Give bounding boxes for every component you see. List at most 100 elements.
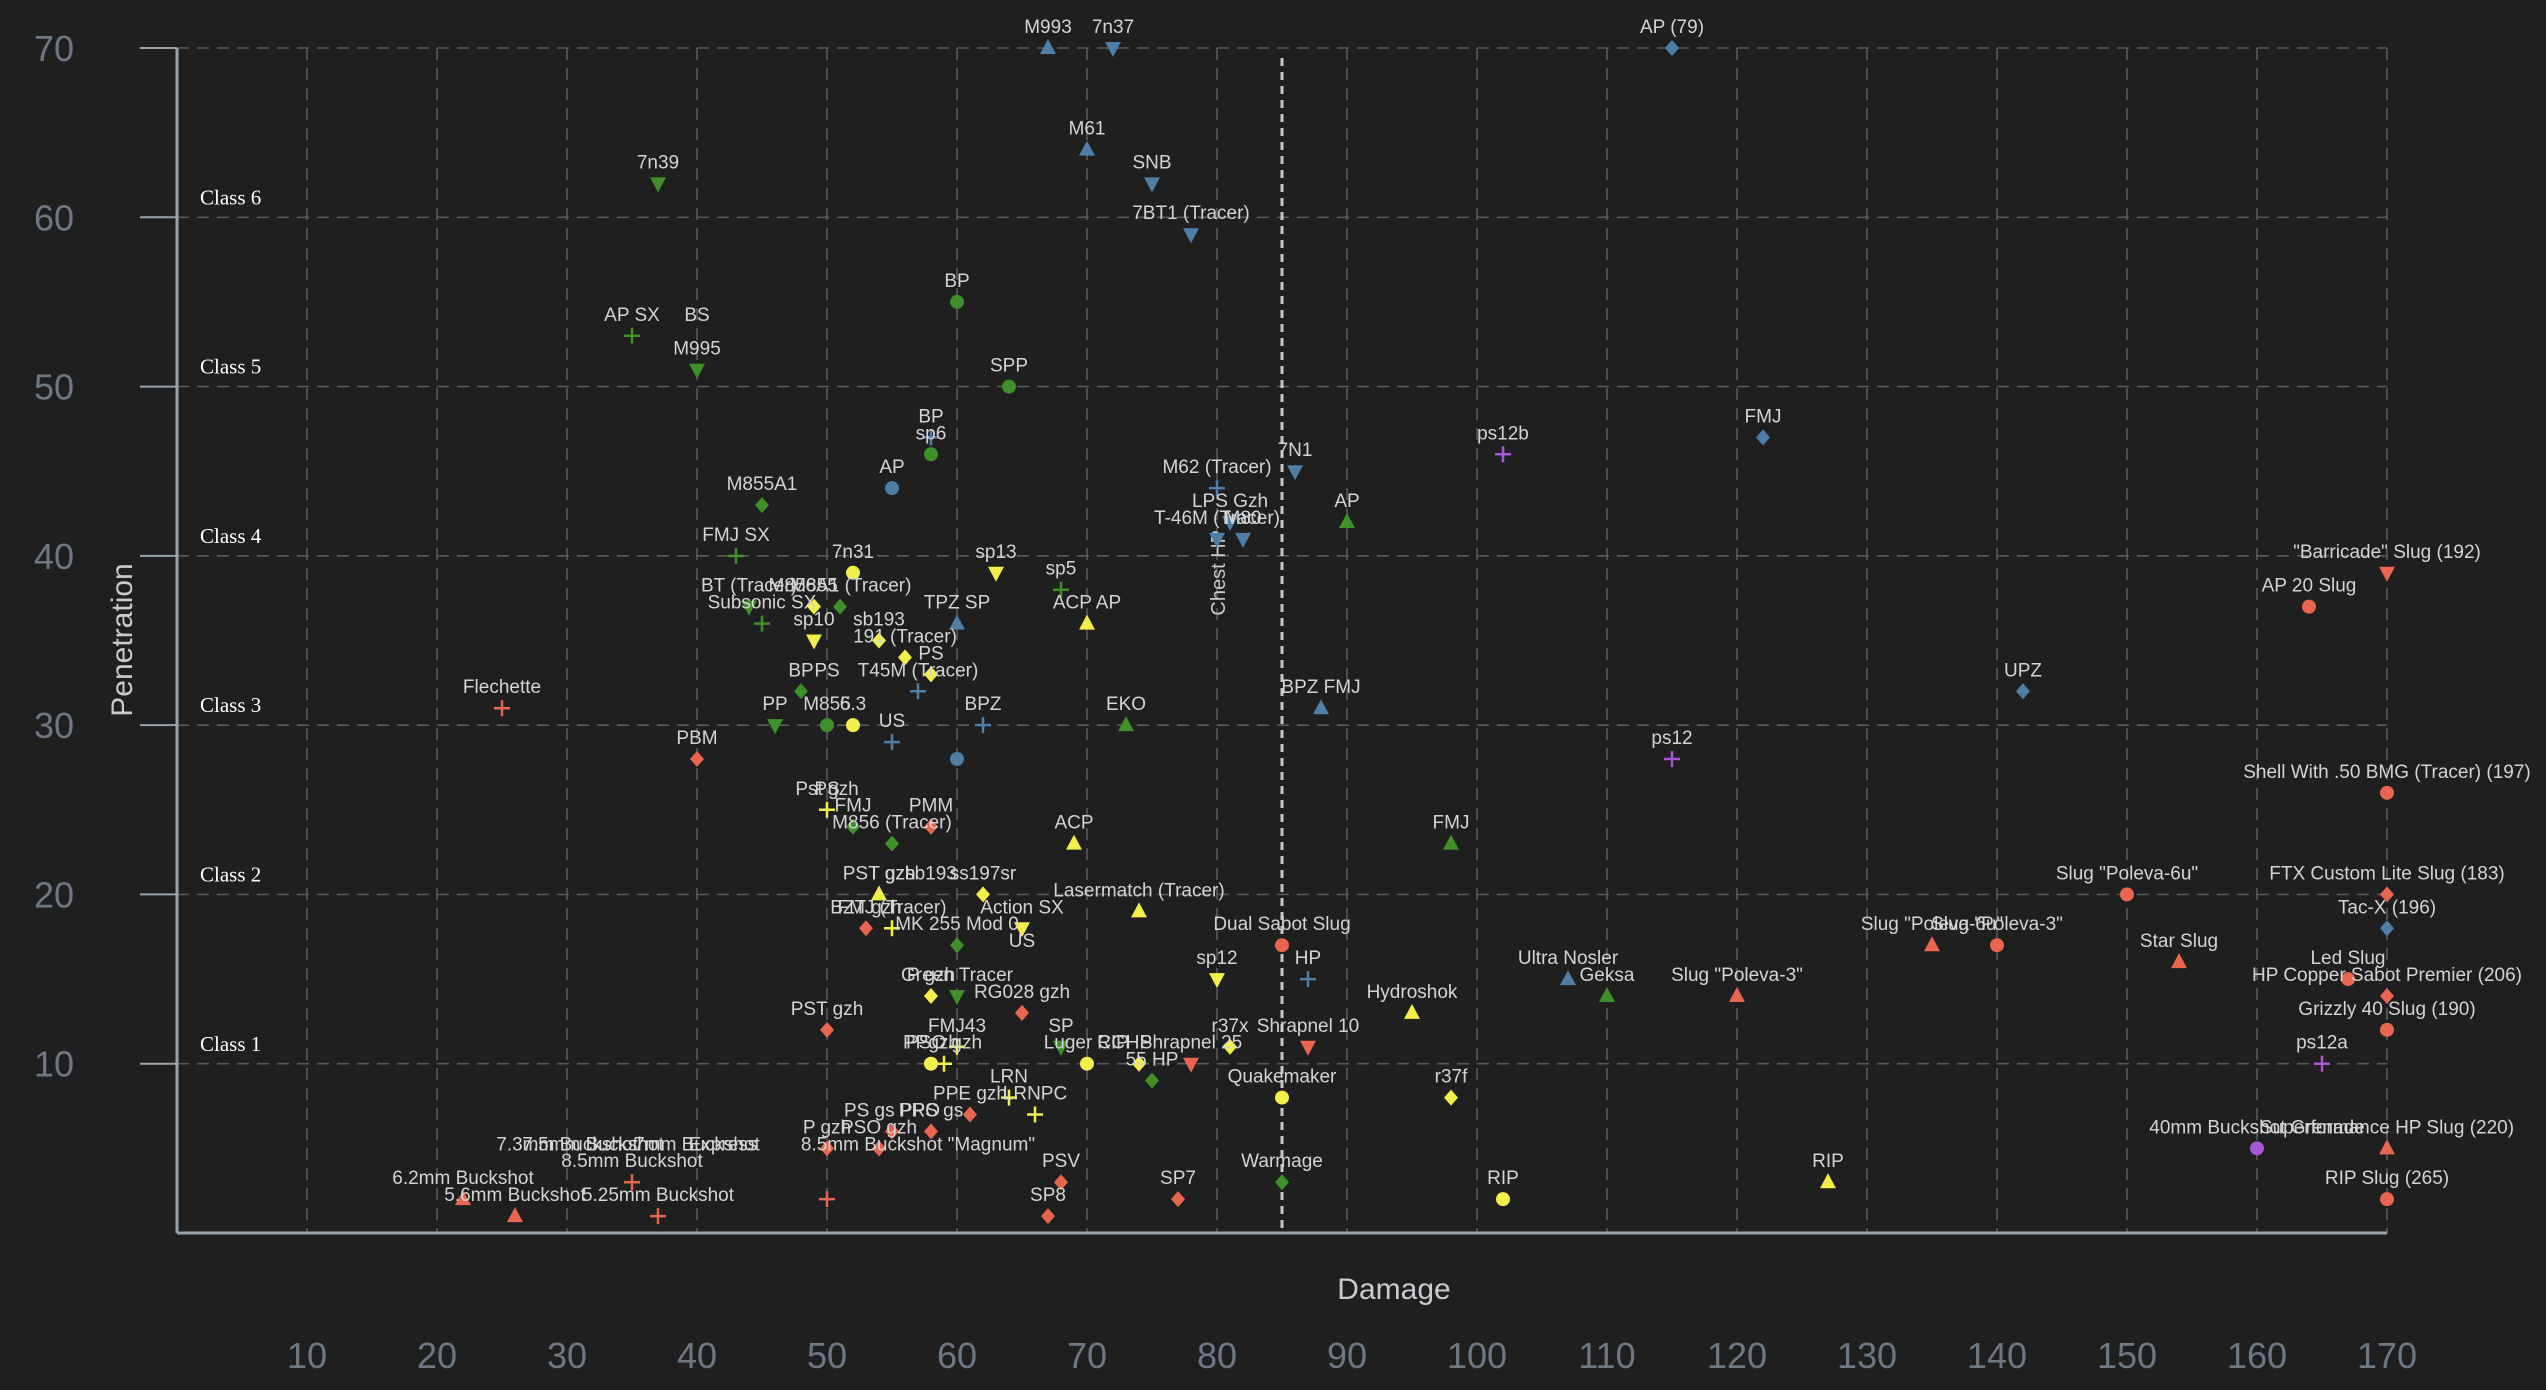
data-point (820, 1140, 834, 1157)
data-point-label: Superformance HP Slug (220) (2260, 1117, 2514, 1138)
data-point (833, 598, 847, 615)
data-point (910, 683, 926, 700)
data-point-label: M856A1 (Tracer) (769, 576, 912, 597)
data-point-label: Shell With .50 BMG (Tracer) (197) (2243, 762, 2531, 783)
x-axis-label: Damage (1337, 1273, 1450, 1306)
data-point (1053, 1040, 1069, 1056)
data-point (1183, 1057, 1199, 1073)
data-point-label: 8.5mm Buckshot "Magnum" (801, 1134, 1035, 1155)
class-band-label: Class 4 (200, 524, 262, 548)
data-point-label: Slug "Poleva-3" (1671, 965, 1803, 986)
data-point (950, 937, 964, 954)
data-point (872, 1140, 886, 1157)
data-point-label: HP Copper Sabot Premier (206) (2252, 965, 2522, 986)
data-point (924, 818, 938, 835)
data-point-label: SPP (990, 356, 1028, 377)
x-tick-label: 80 (1197, 1335, 1237, 1376)
data-point-label: RIP (1487, 1168, 1519, 1189)
data-point (2314, 1055, 2330, 1072)
data-point (2379, 1139, 2395, 1155)
data-point-label: 8.5mm Buckshot (561, 1151, 703, 1172)
data-point-label: Action SX (980, 897, 1064, 918)
data-point-label: PST gzh (843, 863, 916, 884)
data-point (820, 718, 834, 733)
data-point-label: SNB (1132, 152, 1171, 173)
data-point (2250, 1141, 2264, 1156)
data-point (884, 920, 900, 937)
data-point-label: BP (788, 660, 813, 681)
x-tick-label: 40 (677, 1335, 717, 1376)
x-tick-label: 20 (417, 1335, 457, 1376)
data-point (1339, 513, 1355, 528)
data-point (2171, 953, 2187, 969)
data-point (624, 327, 640, 344)
data-point-label: FMJ43 (928, 1016, 986, 1037)
data-point (846, 565, 860, 580)
data-point-label: 6.2mm Buckshot (392, 1168, 534, 1189)
data-point (1275, 1174, 1289, 1191)
data-point (1729, 987, 1745, 1002)
data-point-label: M993 (1024, 17, 1072, 38)
data-point-label: Shrapnel 25 (1140, 1033, 1242, 1054)
y-axis-label: Penetration (106, 563, 139, 716)
data-point-label: sb193 (905, 863, 957, 884)
data-point-label: Slug "Poleva-3" (1931, 914, 2063, 935)
data-point (819, 1191, 835, 1208)
data-point-label: RIP (1812, 1151, 1844, 1172)
data-point-label: PP (762, 694, 787, 715)
data-point (872, 632, 886, 649)
data-point-label: PSO gzh (841, 1117, 917, 1138)
data-point (975, 717, 991, 734)
data-point-label: "Barricade" Slug (192) (2293, 542, 2481, 563)
data-point (1275, 938, 1289, 953)
data-point (2379, 566, 2395, 582)
data-point-label: SP (1048, 1016, 1073, 1037)
data-point-label: M80 (1225, 508, 1262, 529)
y-tick-label: 50 (34, 367, 74, 408)
data-point (2380, 1192, 2394, 1207)
data-point-label: r37x (1212, 1016, 1249, 1037)
chest-hp-reference-label: Chest HP (1208, 530, 1230, 616)
data-point-label: BP (918, 406, 943, 427)
y-tick-label: 10 (34, 1044, 74, 1085)
data-point-label: PS (918, 643, 943, 664)
data-point-label: Luger CCI (1044, 1033, 1131, 1054)
x-tick-label: 50 (807, 1335, 847, 1376)
data-point (807, 598, 821, 615)
data-point-label: 7BT1 (Tracer) (1132, 203, 1250, 224)
class-band-label: Class 3 (200, 693, 261, 717)
data-point-label: EKO (1106, 694, 1146, 715)
data-point (846, 718, 860, 733)
data-point-label: Flechette (463, 677, 541, 698)
data-point-label: PPE gzh (933, 1084, 1007, 1105)
data-point (741, 600, 757, 616)
data-point-label: RIP (1097, 1033, 1129, 1054)
data-point-label: sb193 (853, 610, 905, 631)
data-point-label: PRS gs (899, 1100, 963, 1121)
data-point-label: T45M (Tracer) (858, 660, 979, 681)
data-point (1145, 1072, 1159, 1089)
y-tick-label: 60 (34, 197, 74, 238)
data-point (1053, 581, 1069, 598)
data-point-label: SP8 (1030, 1185, 1066, 1206)
data-point-label: Led Slug (2310, 948, 2385, 969)
data-point (924, 666, 938, 683)
class-band-label: Class 2 (200, 863, 261, 887)
data-point (949, 1038, 965, 1055)
data-point-label: Star Slug (2140, 931, 2218, 952)
data-point-label: ss197sr (950, 863, 1017, 884)
data-point-label: ps12b (1477, 423, 1529, 444)
data-point-label: sp10 (793, 610, 834, 631)
data-point (2380, 920, 2394, 937)
data-point (1132, 1055, 1146, 1072)
data-point (1599, 987, 1615, 1002)
data-point-label: FMJ (835, 796, 872, 817)
data-point-label: 7.3mm Buckshot (496, 1134, 638, 1155)
data-point (1404, 1003, 1420, 1019)
data-point (885, 1123, 899, 1140)
data-point-label: P gzh (907, 965, 955, 986)
data-point (1079, 140, 1095, 156)
data-point (1820, 1173, 1836, 1189)
data-point-label: MK 255 Mod 0 (895, 914, 1019, 935)
data-point-label: FMJ (Tracer) (837, 897, 946, 918)
